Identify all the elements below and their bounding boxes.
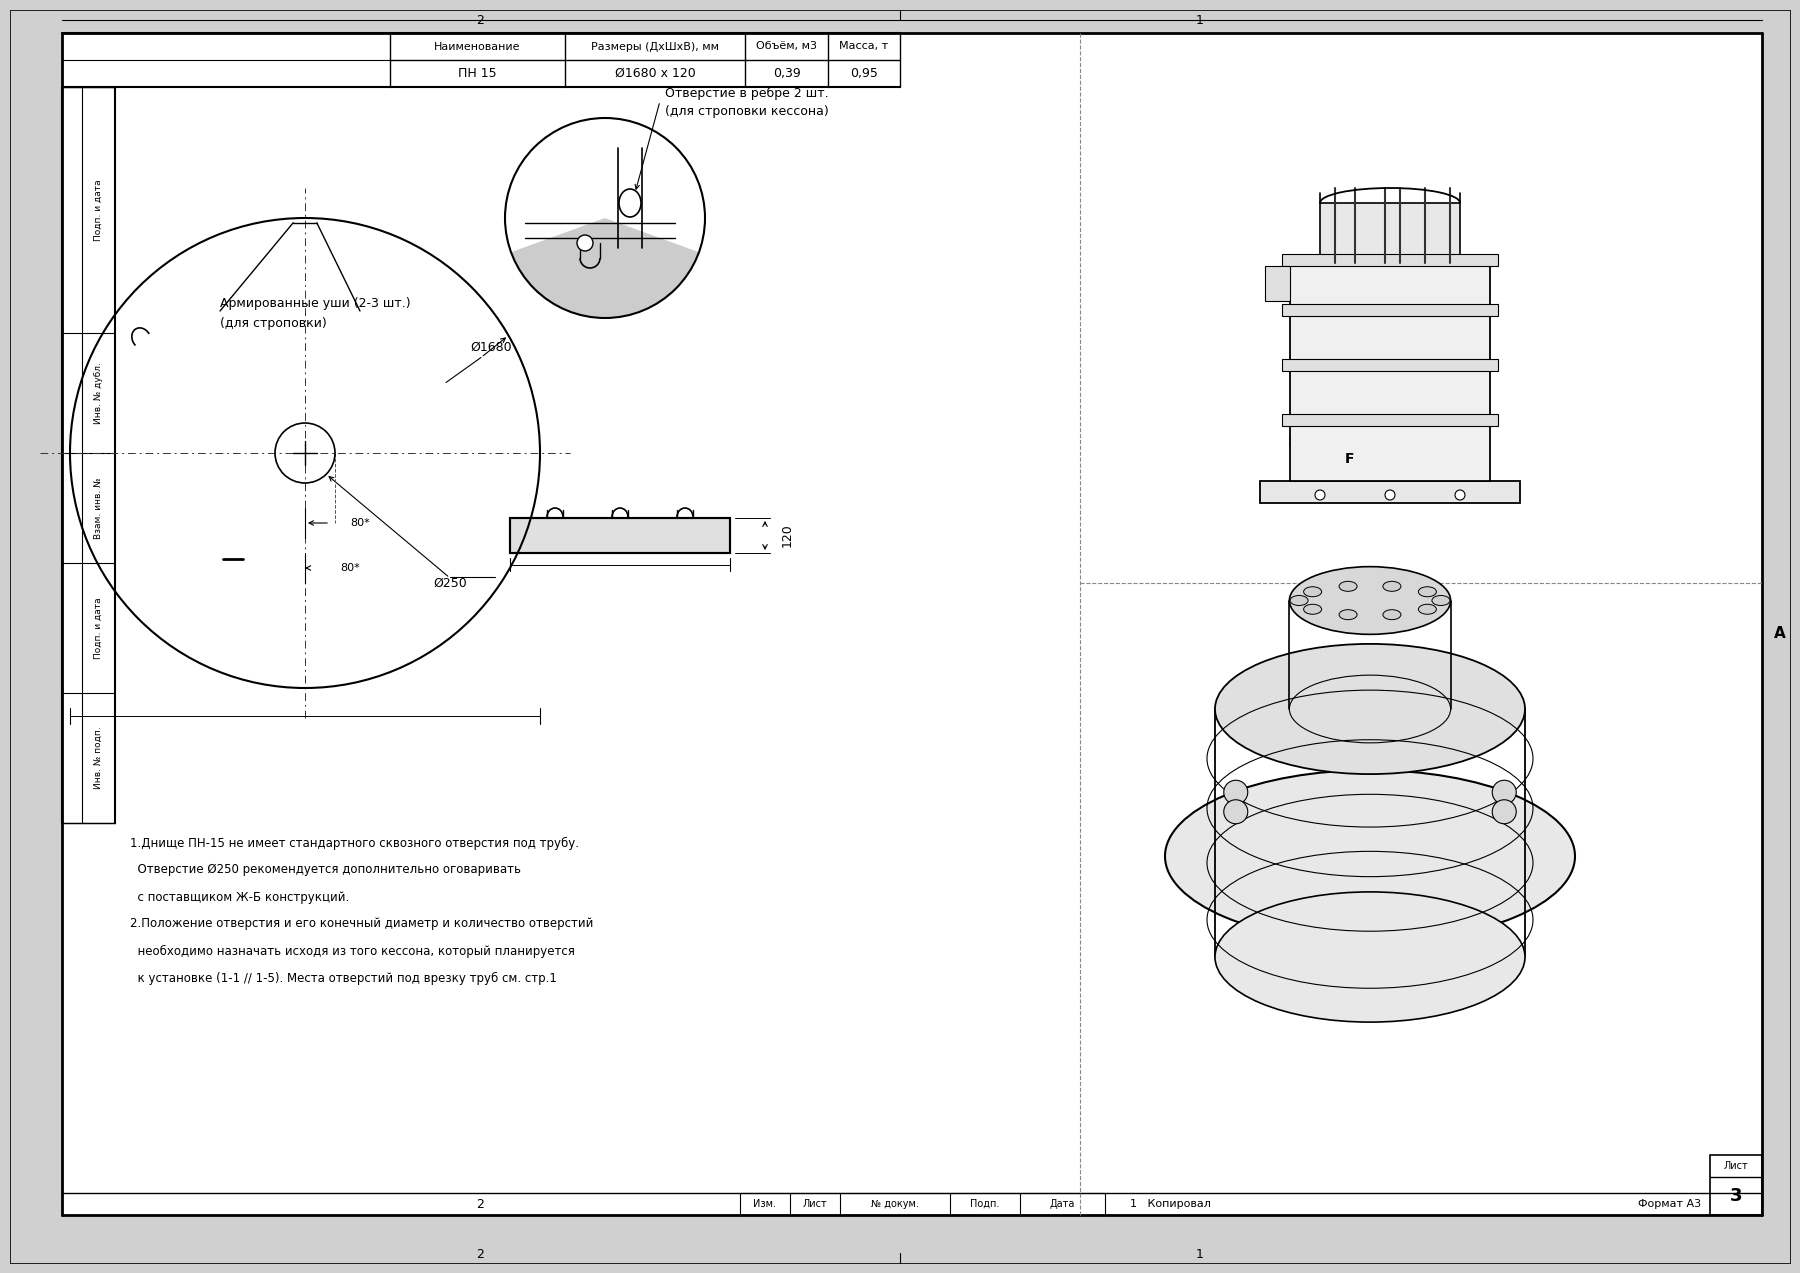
Text: 1: 1 [1195,1249,1204,1262]
Bar [1282,304,1498,316]
Bar [1265,266,1291,300]
Text: A: A [1775,625,1786,640]
Text: Подп. и дата: Подп. и дата [94,179,103,241]
Bar [1260,481,1519,503]
Text: 1.Днище ПН-15 не имеет стандартного сквозного отверстия под трубу.: 1.Днище ПН-15 не имеет стандартного скво… [130,836,580,849]
Text: 2: 2 [475,1198,484,1211]
Text: Лист: Лист [1724,1161,1748,1171]
Text: Формат А3: Формат А3 [1638,1199,1701,1209]
Ellipse shape [1433,596,1451,606]
Text: с поставщиком Ж-Б конструкций.: с поставщиком Ж-Б конструкций. [130,891,349,904]
Text: F: F [1345,452,1355,466]
Circle shape [1492,799,1516,824]
Bar [1282,255,1498,266]
Text: Лист: Лист [803,1199,828,1209]
Text: 0,95: 0,95 [850,67,878,80]
Text: Подп.: Подп. [970,1199,999,1209]
Bar [509,518,731,552]
Text: Взам. инв. №: Взам. инв. № [94,477,103,538]
Circle shape [1384,490,1395,500]
Ellipse shape [1165,770,1575,942]
Text: Масса, т: Масса, т [839,42,889,51]
Bar [1291,264,1490,481]
Text: Отверстие Ø250 рекомендуется дополнительно оговаривать: Отверстие Ø250 рекомендуется дополнитель… [130,863,520,877]
Circle shape [1454,490,1465,500]
Ellipse shape [1382,582,1400,592]
Text: Ø250: Ø250 [434,577,466,589]
Circle shape [1316,490,1325,500]
Wedge shape [511,218,698,318]
Circle shape [1224,799,1247,824]
Text: Инв. № подп.: Инв. № подп. [94,727,103,789]
Text: 1   Копировал: 1 Копировал [1130,1199,1211,1209]
Text: необходимо назначать исходя из того кессона, который планируется: необходимо назначать исходя из того кесс… [130,945,574,957]
Text: 80*: 80* [351,518,369,528]
Text: (для строповки): (для строповки) [220,317,328,330]
Ellipse shape [1215,644,1525,774]
Circle shape [1224,780,1247,805]
Ellipse shape [1215,892,1525,1022]
Text: 2.Положение отверстия и его конечный диаметр и количество отверстий: 2.Положение отверстия и его конечный диа… [130,918,594,931]
Text: Дата: Дата [1049,1199,1075,1209]
Text: Ø1680 x 120: Ø1680 x 120 [614,67,695,80]
Text: 0,39: 0,39 [772,67,801,80]
Ellipse shape [1418,605,1436,615]
Text: Размеры (ДхШхВ), мм: Размеры (ДхШхВ), мм [590,42,718,51]
Text: Инв. № дубл.: Инв. № дубл. [94,362,103,424]
Text: Армированные уши (2-3 шт.): Армированные уши (2-3 шт.) [220,297,410,309]
Text: 2: 2 [475,14,484,28]
Text: 2: 2 [475,1249,484,1262]
Text: Изм.: Изм. [754,1199,776,1209]
Text: Объём, м3: Объём, м3 [756,42,817,51]
Bar [1319,202,1460,264]
Text: (для строповки кессона): (для строповки кессона) [664,104,828,117]
Text: к установке (1-1 // 1-5). Места отверстий под врезку труб см. стр.1: к установке (1-1 // 1-5). Места отверсти… [130,971,556,984]
Ellipse shape [1289,566,1451,634]
Ellipse shape [1339,582,1357,592]
Ellipse shape [1303,605,1321,615]
Ellipse shape [1303,587,1321,597]
Text: ПН 15: ПН 15 [459,67,497,80]
Circle shape [578,236,592,251]
Text: Отверстие в ребре 2 шт.: Отверстие в ребре 2 шт. [664,87,828,99]
Circle shape [1492,780,1516,805]
Ellipse shape [1339,610,1357,620]
Ellipse shape [1382,610,1400,620]
Text: 1: 1 [1195,14,1204,28]
Bar [509,518,731,552]
Text: 80*: 80* [340,563,360,573]
Bar [1282,414,1498,426]
Text: Наименование: Наименование [434,42,520,51]
Ellipse shape [1418,587,1436,597]
Ellipse shape [619,188,641,216]
Text: 120: 120 [781,523,794,547]
Text: Ø1680: Ø1680 [470,341,511,354]
Bar [1282,359,1498,370]
Text: 3: 3 [1730,1186,1742,1206]
Ellipse shape [1291,596,1309,606]
Text: № докум.: № докум. [871,1199,920,1209]
Text: Подп. и дата: Подп. и дата [94,597,103,659]
Bar [1710,1155,1762,1214]
